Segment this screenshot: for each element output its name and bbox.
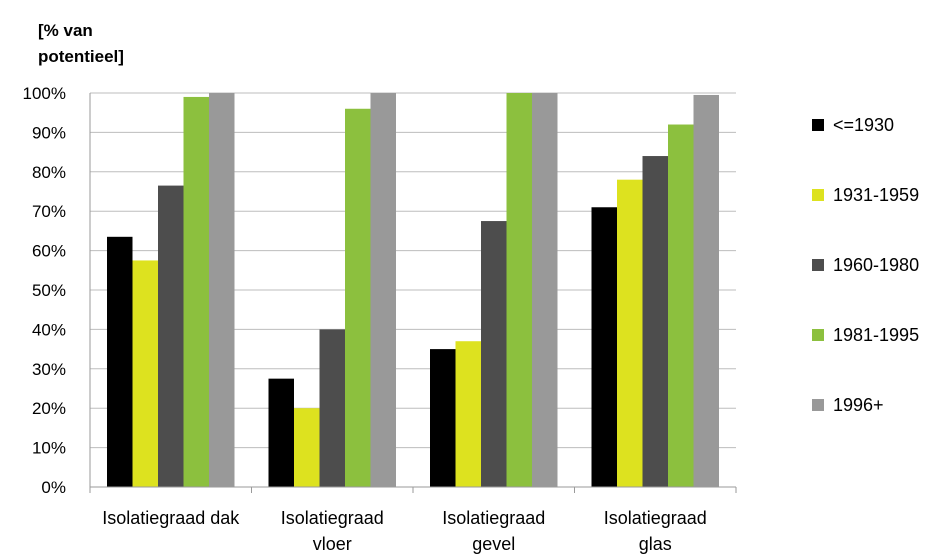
x-category-label: Isolatiegraad <box>281 508 384 528</box>
y-tick-label: 50% <box>32 281 66 300</box>
x-axis-labels: Isolatiegraad dak Isolatiegraad vloer Isola… <box>102 508 707 554</box>
y-tick-label: 20% <box>32 399 66 418</box>
legend: <=1930 1931-1959 1960-1980 1981-1995 1996+ <box>812 115 919 415</box>
bar <box>268 378 294 487</box>
x-category-label: Isolatiegraad <box>604 508 707 528</box>
y-tick-label: 60% <box>32 242 66 261</box>
legend-swatch <box>812 329 824 341</box>
bar <box>158 185 184 487</box>
bar <box>294 408 320 487</box>
y-tick-label: 0% <box>41 478 66 497</box>
x-category-label: glas <box>639 534 672 554</box>
x-category-label: Isolatiegraad <box>442 508 545 528</box>
legend-label: 1960-1980 <box>833 255 919 275</box>
bar <box>345 108 371 487</box>
bar <box>481 221 507 488</box>
legend-label: 1996+ <box>833 395 884 415</box>
x-axis <box>89 93 737 493</box>
y-tick-label: 10% <box>32 439 66 458</box>
bar <box>430 349 456 487</box>
bar <box>532 93 558 487</box>
y-axis-ticks: 0% 10% 20% 30% 40% 50% 60% 70% 80% 90% 100% <box>23 84 66 497</box>
y-tick-label: 90% <box>32 123 66 142</box>
bar <box>319 329 345 487</box>
legend-swatch <box>812 259 824 271</box>
x-category-label: Isolatiegraad dak <box>102 508 240 528</box>
y-tick-label: 40% <box>32 320 66 339</box>
legend-label: 1981-1995 <box>833 325 919 345</box>
y-tick-label: 80% <box>32 163 66 182</box>
legend-swatch <box>812 399 824 411</box>
bars <box>107 93 719 488</box>
y-axis-title-line: potentieel] <box>38 47 124 66</box>
bar <box>668 124 694 488</box>
bar <box>455 341 481 487</box>
bar <box>107 236 133 487</box>
y-axis-label: [% van potentieel] <box>38 21 124 66</box>
bar <box>693 94 719 487</box>
y-axis-title-line: [% van <box>38 21 93 40</box>
x-category-label: gevel <box>472 534 515 554</box>
y-tick-label: 100% <box>23 84 66 103</box>
bar <box>617 179 643 487</box>
legend-label: 1931-1959 <box>833 185 919 205</box>
bar <box>591 207 617 487</box>
bar <box>370 93 396 487</box>
y-tick-label: 70% <box>32 202 66 221</box>
bar <box>209 93 235 487</box>
bar <box>506 93 532 487</box>
legend-label: <=1930 <box>833 115 894 135</box>
legend-swatch <box>812 119 824 131</box>
x-category-label: vloer <box>313 534 352 554</box>
legend-swatch <box>812 189 824 201</box>
bar <box>132 260 158 487</box>
bar <box>183 96 209 487</box>
y-tick-label: 30% <box>32 360 66 379</box>
bar <box>642 156 668 488</box>
